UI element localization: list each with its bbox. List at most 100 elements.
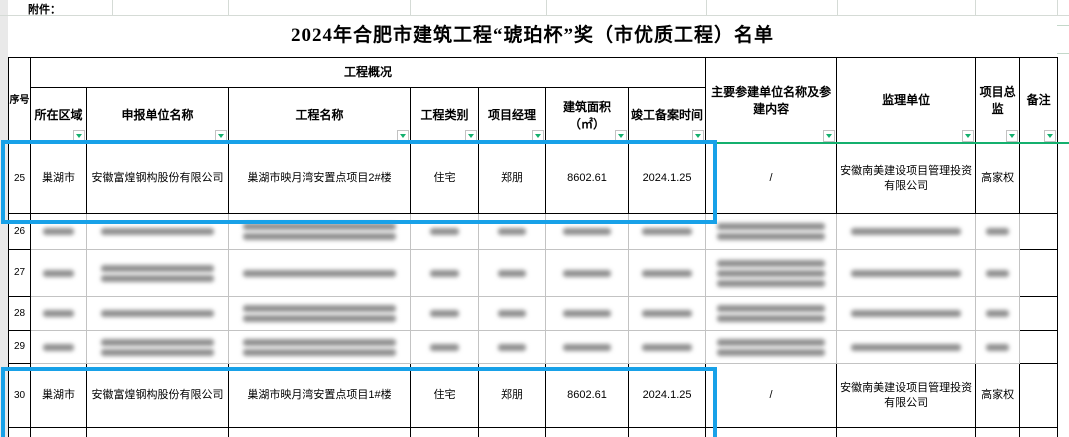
redacted-cell[interactable]: [30, 330, 87, 364]
redacted-cell[interactable]: [410, 249, 479, 297]
row-number[interactable]: 26: [8, 213, 31, 250]
redacted-cell[interactable]: [975, 330, 1021, 364]
row-number[interactable]: 29: [8, 330, 31, 364]
cell[interactable]: /: [705, 363, 838, 428]
cell[interactable]: 安徽南美建设项目管理投资有限公司: [836, 143, 977, 214]
row-number[interactable]: 27: [8, 249, 31, 297]
remark-cell[interactable]: [1019, 213, 1059, 250]
filter-dropdown-icon[interactable]: [532, 130, 544, 142]
redacted-cell[interactable]: [836, 249, 977, 297]
redacted-cell[interactable]: [478, 330, 546, 364]
redacted-cell[interactable]: [86, 249, 229, 297]
redacted-cell[interactable]: [545, 330, 629, 364]
cell[interactable]: 巢湖市映月湾安置点项目1#楼: [228, 363, 411, 428]
filter-dropdown-icon[interactable]: [962, 130, 975, 142]
row-number[interactable]: 28: [8, 296, 31, 331]
filter-dropdown-icon[interactable]: [692, 130, 705, 142]
col-header-xuhao[interactable]: 序号: [8, 57, 31, 144]
cell[interactable]: 郑朋: [478, 143, 546, 214]
col-header-beizhu[interactable]: 备注: [1019, 57, 1059, 144]
remark-cell[interactable]: [1019, 330, 1059, 364]
cell[interactable]: [1019, 363, 1059, 428]
cell[interactable]: 8602.61: [545, 143, 629, 214]
redacted-cell[interactable]: [836, 213, 977, 250]
cell[interactable]: /: [705, 143, 838, 214]
cell[interactable]: 高家权: [975, 143, 1021, 214]
redacted-cell[interactable]: [627, 213, 707, 250]
redacted-cell[interactable]: [228, 330, 411, 364]
redacted-cell[interactable]: [545, 213, 629, 250]
cell[interactable]: [478, 427, 546, 437]
cell[interactable]: 8602.61: [545, 363, 629, 428]
cell[interactable]: 安徽南美建设项目管理投资有限公司: [836, 363, 977, 428]
remark-cell[interactable]: [1019, 249, 1059, 297]
cell[interactable]: 巢湖市映月湾安置点项目2#楼: [228, 143, 411, 214]
redacted-cell[interactable]: [545, 249, 629, 297]
col-header-jianzhumianji[interactable]: 建筑面积（㎡）: [545, 87, 629, 144]
cell[interactable]: [1019, 143, 1059, 214]
filter-dropdown-icon[interactable]: [823, 130, 836, 142]
cell[interactable]: 郑朋: [478, 363, 546, 428]
col-header-group-gongchenggaikuang[interactable]: 工程概况: [29, 57, 707, 88]
redacted-cell[interactable]: [30, 296, 87, 331]
redacted-cell[interactable]: [30, 213, 87, 250]
col-header-jianlidanwei[interactable]: 监理单位: [836, 57, 977, 144]
cell[interactable]: [545, 427, 629, 437]
cell[interactable]: 住宅: [410, 143, 479, 214]
cell[interactable]: [86, 427, 229, 437]
redacted-cell[interactable]: [478, 249, 546, 297]
redacted-cell[interactable]: [975, 249, 1021, 297]
cell[interactable]: 安徽富煌钢构股份有限公司: [86, 143, 229, 214]
redacted-cell[interactable]: [627, 330, 707, 364]
cell[interactable]: 2024.1.25: [627, 363, 707, 428]
cell[interactable]: 2024.1.25: [627, 143, 707, 214]
cell[interactable]: [410, 427, 479, 437]
row-number[interactable]: 30: [8, 363, 31, 428]
redacted-cell[interactable]: [705, 249, 838, 297]
filter-dropdown-icon[interactable]: [397, 130, 409, 142]
cell[interactable]: [228, 427, 411, 437]
redacted-cell[interactable]: [30, 249, 87, 297]
cell[interactable]: [8, 427, 31, 437]
filter-dropdown-icon[interactable]: [1044, 130, 1057, 142]
redacted-cell[interactable]: [975, 213, 1021, 250]
col-header-xiangmuzongjian[interactable]: 项目总监: [975, 57, 1021, 144]
redacted-cell[interactable]: [228, 249, 411, 297]
col-header-shenbaodanwei[interactable]: 申报单位名称: [86, 87, 229, 144]
redacted-cell[interactable]: [410, 296, 479, 331]
col-header-jungongbeiananshijian[interactable]: 竣工备案时间: [627, 87, 707, 144]
redacted-cell[interactable]: [478, 296, 546, 331]
filter-dropdown-icon[interactable]: [215, 130, 227, 142]
cell[interactable]: 安徽富煌钢构股份有限公司: [86, 363, 229, 428]
cell[interactable]: [30, 427, 87, 437]
cell[interactable]: 巢湖市: [30, 363, 87, 428]
redacted-cell[interactable]: [836, 296, 977, 331]
redacted-cell[interactable]: [627, 296, 707, 331]
redacted-cell[interactable]: [410, 330, 479, 364]
col-header-canjiandanwei[interactable]: 主要参建单位名称及参建内容: [705, 57, 838, 144]
cell[interactable]: [1019, 427, 1059, 437]
redacted-cell[interactable]: [86, 296, 229, 331]
redacted-cell[interactable]: [705, 296, 838, 331]
cell[interactable]: [627, 427, 707, 437]
redacted-cell[interactable]: [86, 213, 229, 250]
filter-dropdown-icon[interactable]: [73, 130, 85, 142]
redacted-cell[interactable]: [410, 213, 479, 250]
redacted-cell[interactable]: [86, 330, 229, 364]
redacted-cell[interactable]: [836, 330, 977, 364]
col-header-suozaiquyu[interactable]: 所在区域: [30, 87, 87, 144]
redacted-cell[interactable]: [478, 213, 546, 250]
col-header-xiangmujingli[interactable]: 项目经理: [478, 87, 546, 144]
filter-dropdown-icon[interactable]: [1006, 130, 1019, 142]
cell[interactable]: 高家权: [975, 363, 1021, 428]
col-header-gongchengmingcheng[interactable]: 工程名称: [228, 87, 411, 144]
redacted-cell[interactable]: [228, 296, 411, 331]
filter-dropdown-icon[interactable]: [465, 130, 477, 142]
redacted-cell[interactable]: [705, 330, 838, 364]
cell[interactable]: [836, 427, 977, 437]
filter-dropdown-icon[interactable]: [615, 130, 627, 142]
redacted-cell[interactable]: [975, 296, 1021, 331]
remark-cell[interactable]: [1019, 296, 1059, 331]
redacted-cell[interactable]: [705, 213, 838, 250]
redacted-cell[interactable]: [545, 296, 629, 331]
